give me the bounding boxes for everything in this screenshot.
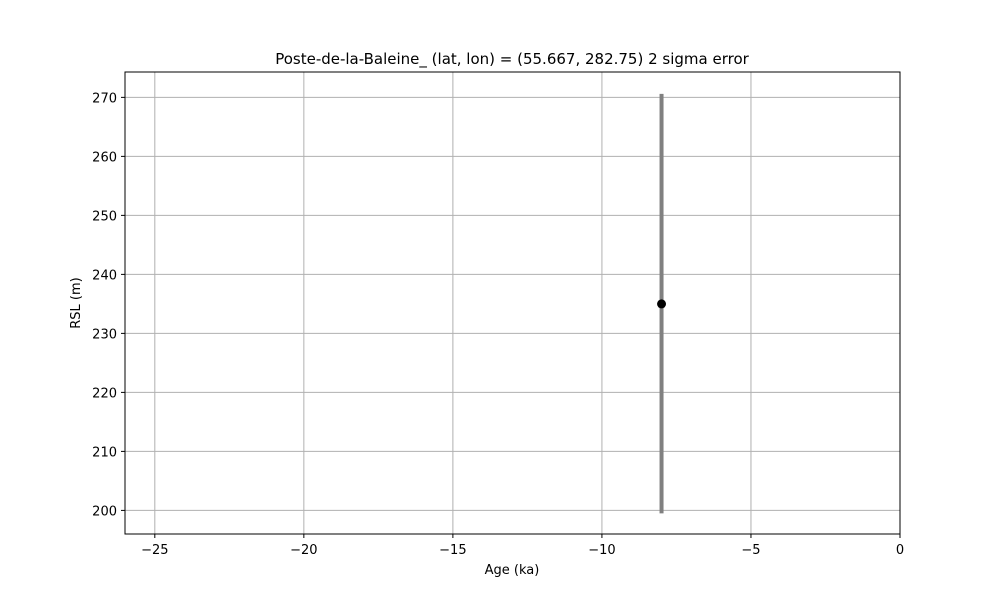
y-axis-ticks: 200 210 220 230 240 250 260 270 [92, 91, 125, 519]
x-axis-label: Age (ka) [485, 563, 540, 578]
chart-title: Poste-de-la-Baleine_ (lat, lon) = (55.66… [275, 50, 749, 69]
y-axis-label: RSL (m) [69, 277, 84, 328]
x-axis-ticks: −25 −20 −15 −10 −5 0 [141, 534, 904, 558]
x-tick-label: −5 [741, 543, 760, 558]
x-tick-label: −20 [290, 543, 317, 558]
y-tick-label: 210 [92, 445, 117, 460]
plot-frame [124, 71, 901, 535]
x-tick-label: −15 [439, 543, 466, 558]
y-tick-label: 220 [92, 386, 117, 401]
x-tick-label: −25 [141, 543, 168, 558]
y-tick-label: 230 [92, 327, 117, 342]
data-layer [657, 93, 667, 514]
y-tick-label: 260 [92, 150, 117, 165]
data-point [657, 299, 667, 309]
y-tick-label: 200 [92, 504, 117, 519]
y-tick-label: 240 [92, 268, 117, 283]
x-tick-label: 0 [896, 543, 904, 558]
y-tick-label: 270 [92, 91, 117, 106]
x-tick-label: −10 [588, 543, 615, 558]
y-tick-label: 250 [92, 209, 117, 224]
grid-lines [125, 72, 901, 534]
